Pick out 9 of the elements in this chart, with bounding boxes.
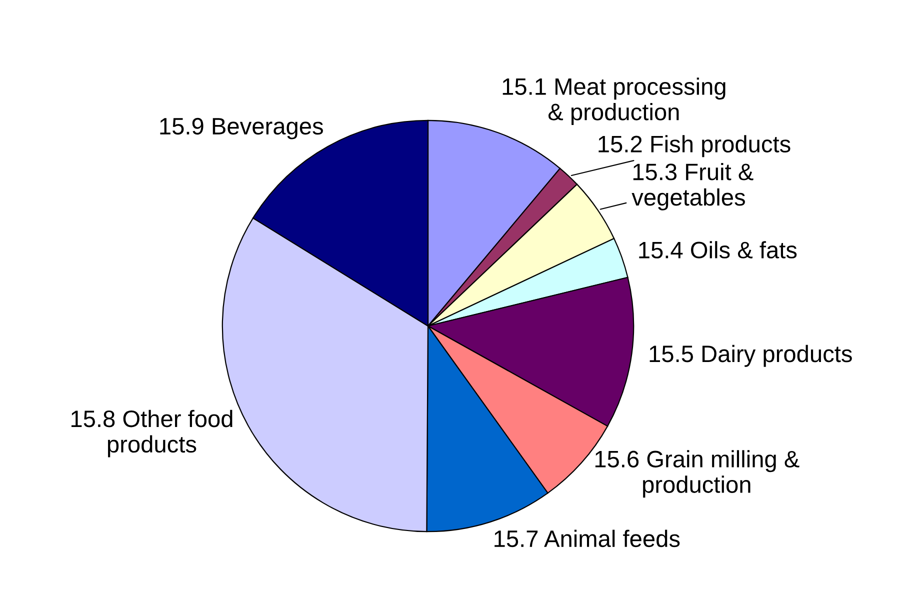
slice-label: 15.3 Fruit & vegetables [632,162,754,210]
slice-label: 15.7 Animal feeds [494,530,680,548]
slice-label: 15.1 Meat processing & production [502,78,726,126]
slice-label: 15.8 Other food products [71,410,232,458]
slice-label: 15.5 Dairy products [650,344,852,367]
slice-label: 15.2 Fish products [598,135,790,158]
slice-label: 15.4 Oils & fats [639,241,797,258]
slice-label: 15.9 Beverages [160,118,323,140]
slice-label: 15.6 Grain milling & production [595,450,800,498]
